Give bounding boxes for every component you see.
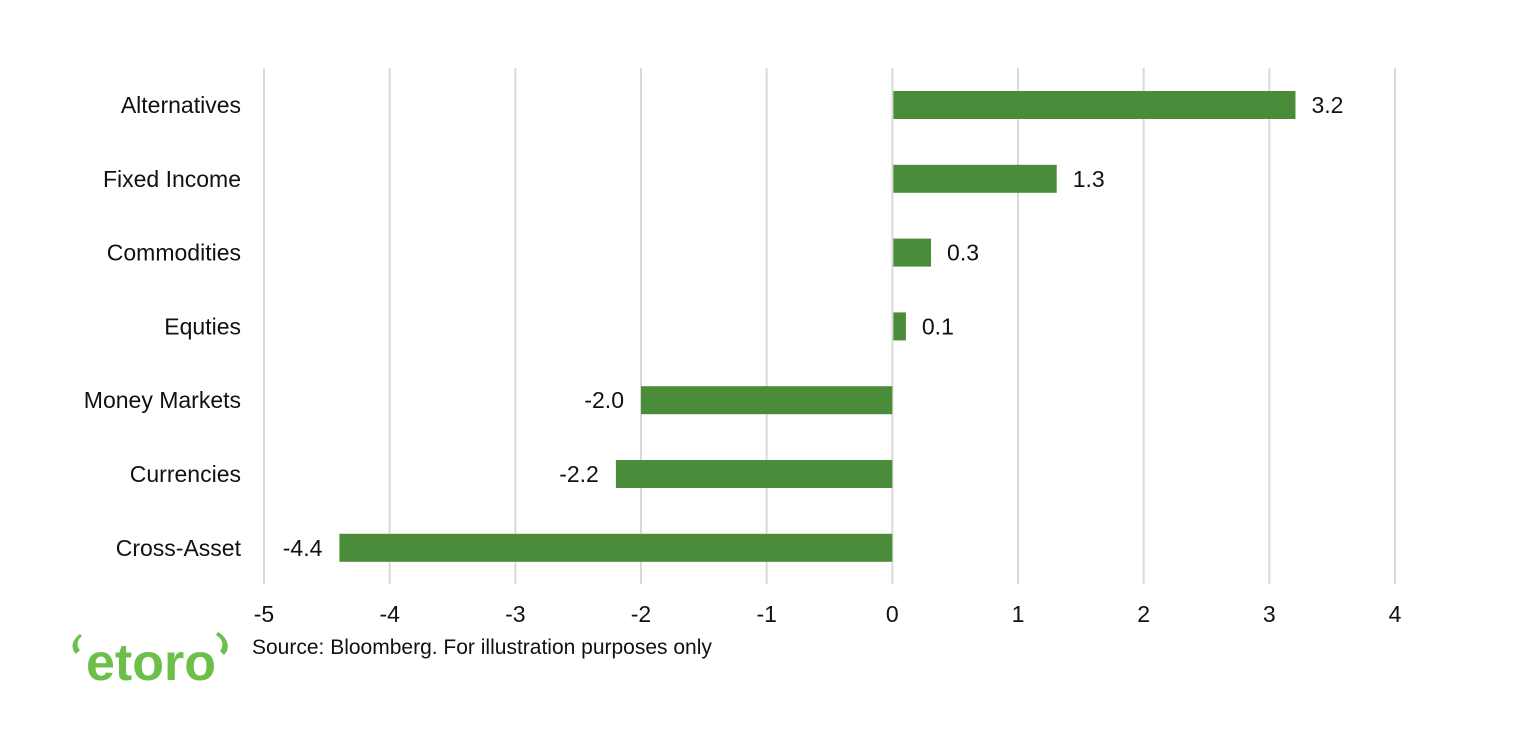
bar — [893, 312, 906, 341]
x-tick-label: -4 — [379, 601, 400, 627]
value-label: 1.3 — [1073, 166, 1105, 192]
bar — [615, 460, 893, 488]
category-label: Commodities — [107, 240, 241, 266]
x-tick-label: 2 — [1137, 601, 1150, 627]
value-label: -2.2 — [559, 461, 599, 487]
logo-right-horn — [216, 632, 228, 655]
value-label: 0.3 — [947, 240, 979, 266]
bar — [893, 164, 1057, 193]
bar — [339, 533, 893, 562]
bar — [641, 386, 893, 415]
x-tick-label: 1 — [1012, 601, 1025, 627]
logo-left-horn — [72, 634, 82, 654]
category-label: Money Markets — [84, 387, 241, 413]
category-labels: Alternatives Fixed Income Commodities Equti… — [84, 92, 242, 561]
value-label: 3.2 — [1311, 92, 1343, 118]
bar — [893, 238, 932, 267]
x-tick-label: 3 — [1263, 601, 1276, 627]
value-labels: 3.2 1.3 0.3 0.1 -2.0 -2.2 -4.4 — [283, 92, 1344, 561]
x-tick-label: -5 — [254, 601, 274, 627]
grid-lines — [263, 68, 1396, 584]
x-axis-tick-labels: -5 -4 -3 -2 -1 0 1 2 3 4 — [254, 601, 1402, 627]
source-note: Source: Bloomberg. For illustration purp… — [252, 636, 712, 659]
category-label: Currencies — [130, 461, 241, 487]
category-label: Cross-Asset — [116, 535, 242, 561]
value-label: 0.1 — [922, 313, 954, 339]
etoro-logo: etoro — [72, 632, 228, 690]
value-label: -4.4 — [283, 535, 323, 561]
x-tick-label: -2 — [631, 601, 651, 627]
value-label: -2.0 — [584, 387, 624, 413]
x-tick-label: 0 — [886, 601, 899, 627]
x-tick-label: -3 — [505, 601, 525, 627]
category-label: Equties — [164, 313, 241, 339]
category-label: Fixed Income — [103, 166, 241, 192]
category-label: Alternatives — [121, 92, 241, 118]
logo-wordmark: etoro — [86, 634, 216, 690]
x-tick-label: 4 — [1389, 601, 1402, 627]
x-tick-label: -1 — [756, 601, 776, 627]
bar — [893, 91, 1296, 119]
bars — [339, 91, 1296, 562]
